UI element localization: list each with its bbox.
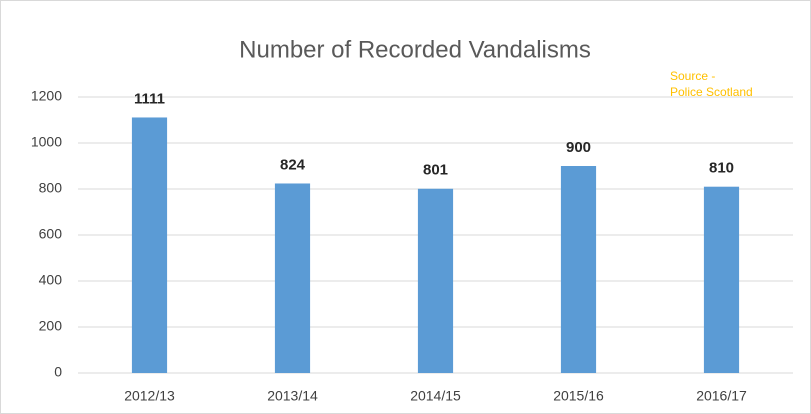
y-tick-label: 400: [39, 272, 63, 288]
data-label: 1111: [134, 90, 165, 107]
y-tick-label: 0: [54, 364, 62, 380]
y-tick-label: 800: [39, 180, 63, 196]
data-label: 801: [423, 162, 448, 179]
annotation: Police Scotland: [670, 85, 753, 99]
annotation: Source -: [670, 69, 715, 83]
data-label: 824: [280, 156, 306, 173]
y-tick-label: 600: [39, 226, 63, 242]
x-tick-label: 2014/15: [410, 388, 461, 404]
x-tick-label: 2015/16: [553, 388, 604, 404]
x-tick-label: 2012/13: [124, 388, 175, 404]
bar: [417, 188, 454, 373]
data-label: 900: [566, 139, 591, 156]
x-tick-label: 2013/14: [267, 388, 318, 404]
x-tick-label: 2016/17: [696, 388, 747, 404]
y-tick-label: 1000: [31, 134, 62, 150]
bar: [274, 183, 311, 373]
chart-title: Number of Recorded Vandalisms: [239, 36, 591, 63]
bar: [703, 186, 740, 373]
y-tick-label: 1200: [31, 88, 62, 104]
bar: [560, 166, 597, 373]
bar: [131, 117, 168, 373]
y-tick-label: 200: [39, 318, 63, 334]
data-label: 810: [709, 160, 734, 177]
